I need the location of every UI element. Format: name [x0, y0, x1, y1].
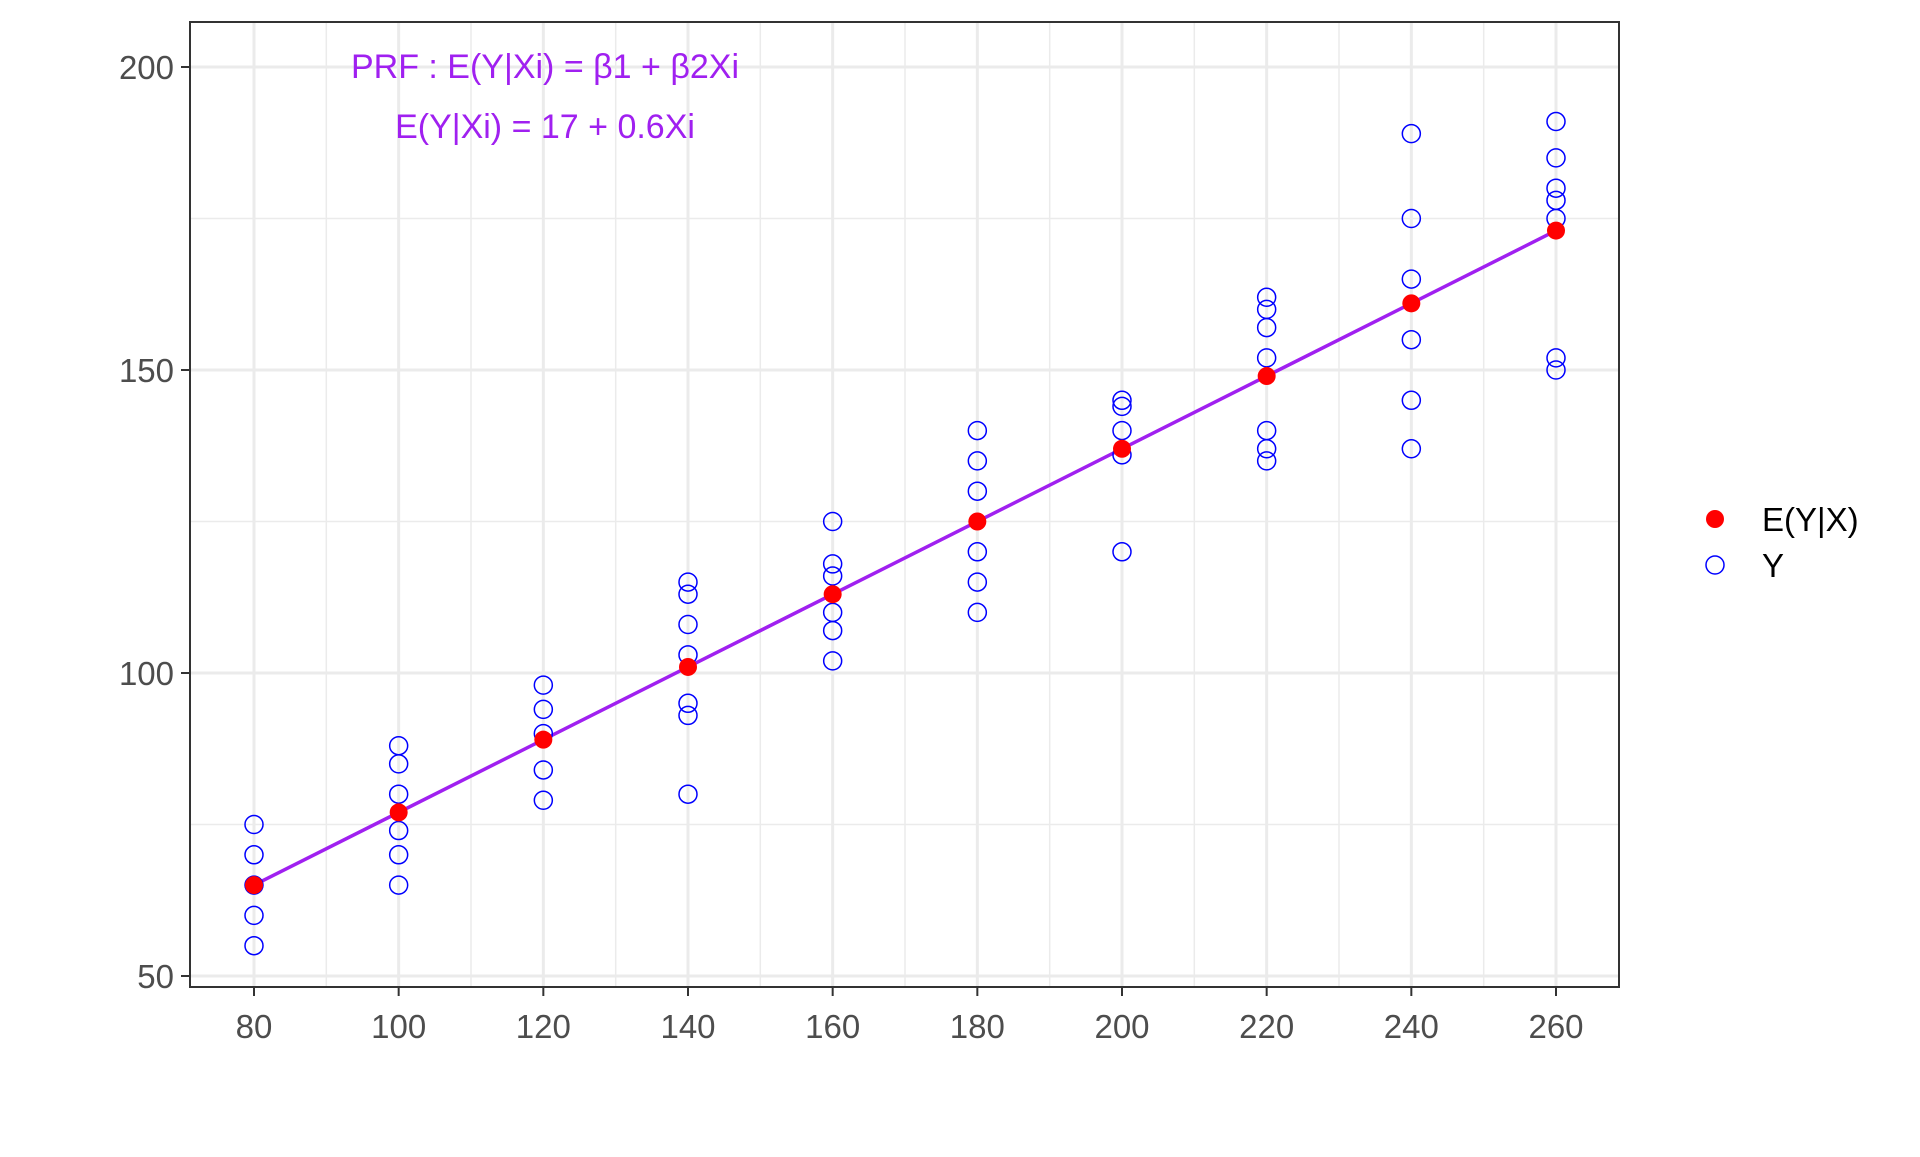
- y-point: [1112, 390, 1132, 411]
- y-point: [967, 602, 988, 623]
- y-point: [1546, 348, 1566, 368]
- y-point: [1546, 360, 1566, 380]
- y-point: [822, 602, 843, 623]
- legend-label-expected: E(Y|X): [1762, 501, 1859, 538]
- x-tick-label: 200: [1094, 1008, 1149, 1045]
- y-point: [678, 784, 698, 804]
- y-point: [388, 784, 409, 804]
- y-point: [244, 814, 264, 835]
- x-tick-label: 240: [1384, 1008, 1439, 1045]
- x-tick-label: 220: [1239, 1008, 1294, 1045]
- expected-point: [1547, 221, 1565, 240]
- y-point: [533, 675, 554, 695]
- y-point: [1256, 348, 1277, 368]
- x-tick-label: 120: [516, 1008, 571, 1045]
- y-point: [822, 651, 843, 671]
- y-point: [533, 790, 554, 811]
- expected-point: [389, 803, 408, 822]
- y-point: [388, 735, 409, 756]
- y-point: [388, 820, 409, 841]
- y-point: [533, 760, 554, 780]
- y-point: [1256, 299, 1277, 320]
- y-point: [244, 905, 264, 926]
- y-point: [1546, 178, 1566, 198]
- expected-point: [1113, 439, 1131, 458]
- annotation-prf: PRF : E(Y|Xi) = β1 + β2Xi: [351, 48, 739, 86]
- y-point: [1112, 542, 1132, 562]
- y-point: [678, 693, 698, 714]
- x-tick-label: 160: [805, 1008, 860, 1045]
- y-point: [388, 845, 409, 865]
- y-point: [1546, 111, 1566, 132]
- x-tick-label: 180: [950, 1008, 1005, 1045]
- y-point: [1256, 287, 1277, 308]
- legend: E(Y|X) Y: [1705, 501, 1859, 584]
- y-point: [967, 481, 988, 501]
- y-point: [1401, 208, 1422, 229]
- annotation-equation: E(Y|Xi) = 17 + 0.6Xi: [395, 108, 695, 146]
- y-point: [1401, 329, 1422, 350]
- y-point: [1256, 451, 1277, 471]
- y-point: [1112, 420, 1132, 441]
- y-point: [1256, 420, 1277, 441]
- y-point: [678, 614, 698, 635]
- y-point: [1401, 269, 1422, 289]
- y-point: [1401, 390, 1422, 411]
- legend-key-y: [1705, 555, 1725, 575]
- x-tick-label: 100: [371, 1008, 426, 1045]
- expected-point: [534, 730, 553, 749]
- y-point: [967, 572, 988, 592]
- y-point: [1112, 396, 1132, 417]
- x-tick-label: 140: [660, 1008, 715, 1045]
- y-point: [967, 451, 988, 471]
- y-point: [822, 566, 843, 586]
- y-point: [244, 845, 264, 865]
- y-point: [822, 511, 843, 532]
- legend-label-y: Y: [1762, 547, 1784, 584]
- y-point: [967, 420, 988, 441]
- expected-point: [1402, 294, 1421, 313]
- expected-point: [245, 876, 263, 895]
- expected-point: [823, 585, 842, 604]
- regression-line: [253, 229, 1557, 887]
- y-point: [678, 705, 698, 726]
- y-tick-label: 200: [119, 49, 174, 86]
- y-point: [1401, 439, 1422, 459]
- y-point: [1546, 148, 1566, 168]
- x-tick-label: 80: [236, 1008, 273, 1045]
- legend-key-expected: [1706, 510, 1724, 528]
- panel-border: [189, 21, 1620, 988]
- regression-line-layer: [253, 229, 1557, 887]
- axes: 80 100 120 140 160 180 200 220 240 260 50 100 150 200: [119, 49, 1584, 1045]
- y-point: [388, 875, 409, 895]
- y-point: [1546, 190, 1566, 211]
- grid: [190, 22, 1619, 987]
- y-point: [678, 572, 698, 592]
- y-point: [244, 935, 264, 956]
- y-tick-label: 100: [119, 655, 174, 692]
- y-point: [533, 699, 554, 720]
- y-tick-label: 150: [119, 352, 174, 389]
- points: [244, 111, 1566, 956]
- y-point: [678, 584, 698, 604]
- y-point: [822, 554, 843, 574]
- y-point: [967, 542, 988, 562]
- expected-point: [679, 657, 697, 676]
- y-point: [1401, 123, 1422, 144]
- y-tick-label: 50: [137, 958, 174, 995]
- expected-point: [968, 512, 987, 531]
- expected-point: [1257, 367, 1276, 386]
- x-tick-label: 260: [1528, 1008, 1583, 1045]
